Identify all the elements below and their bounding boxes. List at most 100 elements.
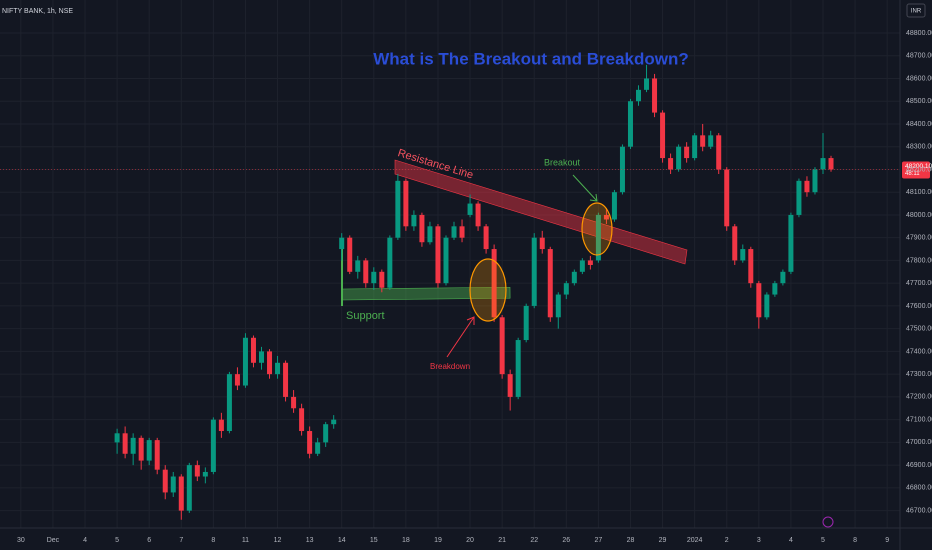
x-tick-label: 14 — [338, 537, 346, 544]
candle-body — [267, 351, 273, 375]
candle-body — [226, 374, 232, 432]
last-price-label: 48200.10 — [905, 163, 932, 170]
candle-body — [154, 440, 160, 470]
last-price-tag — [902, 161, 930, 179]
candle-body — [122, 433, 128, 454]
y-tick-label: 47500.00 — [906, 326, 932, 333]
candle-body — [299, 408, 305, 432]
x-tick-label: 6 — [147, 537, 151, 544]
x-tick-label: 4 — [83, 537, 87, 544]
x-tick-label: 2 — [725, 537, 729, 544]
currency-label[interactable]: INR — [911, 9, 922, 15]
candle-body — [740, 249, 746, 261]
candle-body — [411, 214, 417, 227]
candle-body — [563, 283, 569, 295]
y-tick-label: 48800.00 — [906, 30, 932, 37]
x-tick-label: 12 — [274, 537, 282, 544]
x-tick-label: 8 — [853, 537, 857, 544]
candle-body — [804, 180, 810, 193]
candle-body — [218, 419, 224, 432]
candle-body — [780, 271, 786, 284]
x-tick-label: 22 — [530, 537, 538, 544]
breakout-label: Breakout — [544, 157, 581, 167]
candle-body — [700, 135, 706, 147]
breakdown-label: Breakdown — [430, 362, 470, 371]
y-tick-label: 48400.00 — [906, 121, 932, 128]
candle-body — [291, 396, 297, 409]
y-tick-label: 47300.00 — [906, 371, 932, 378]
x-tick-label: 29 — [659, 537, 667, 544]
event-marker[interactable] — [822, 516, 834, 528]
x-tick-label: 20 — [466, 537, 474, 544]
y-tick-label: 48000.00 — [906, 212, 932, 219]
candle-body — [772, 283, 778, 295]
candle-body — [459, 226, 465, 238]
candle-body — [146, 440, 152, 461]
candle-body — [339, 237, 345, 250]
candle-body — [379, 271, 385, 288]
x-tick-label: 27 — [594, 537, 602, 544]
candle-body — [178, 476, 184, 511]
candle-body — [603, 214, 609, 220]
candle-body — [258, 351, 264, 363]
x-tick-label: 5 — [115, 537, 119, 544]
candle-body — [668, 158, 674, 170]
x-tick-label: 28 — [627, 537, 635, 544]
candle-body — [547, 249, 553, 318]
candle-body — [347, 237, 353, 272]
y-tick-label: 47900.00 — [906, 235, 932, 242]
candle-body — [419, 214, 425, 243]
currency-box[interactable] — [906, 3, 926, 18]
candle-body — [660, 112, 666, 159]
x-tick-label: 11 — [242, 537, 249, 544]
candle-body — [627, 101, 633, 147]
breakout-arrow — [572, 174, 598, 202]
candle-body — [307, 431, 313, 454]
x-tick-label: 13 — [306, 537, 314, 544]
countdown-label: 48:11 — [905, 171, 920, 177]
candle-body — [194, 465, 200, 477]
candle-body — [371, 271, 377, 284]
candle-body — [676, 146, 682, 170]
y-tick-label: 47400.00 — [906, 348, 932, 355]
candle-body — [331, 419, 337, 425]
x-tick-label: 26 — [562, 537, 570, 544]
x-tick-label: 7 — [179, 537, 183, 544]
candle-body — [788, 214, 794, 272]
candle-body — [619, 146, 625, 193]
x-tick-label: 15 — [370, 537, 378, 544]
candle-body — [323, 424, 329, 443]
candle-body — [355, 260, 361, 272]
x-tick-label: 5 — [821, 537, 825, 544]
resistance-band — [394, 159, 688, 265]
candle-body — [579, 260, 585, 272]
x-tick-label: 8 — [211, 537, 215, 544]
y-tick-label: 47000.00 — [906, 439, 932, 446]
x-tick-label: 21 — [498, 537, 506, 544]
candle-body — [555, 294, 561, 318]
candle-body — [403, 180, 409, 227]
y-tick-label: 46900.00 — [906, 462, 932, 469]
candle-body — [499, 317, 505, 375]
candle-body — [692, 135, 698, 159]
candle-body — [210, 419, 216, 472]
candle-body — [242, 337, 248, 386]
candle-body — [756, 283, 762, 318]
y-tick-label: 46700.00 — [906, 507, 932, 514]
candle-body — [507, 374, 513, 397]
candle-body — [708, 135, 714, 147]
y-tick-label: 47800.00 — [906, 257, 932, 264]
candle-body — [483, 226, 489, 250]
candle-body — [387, 237, 393, 288]
candle-body — [595, 214, 601, 261]
candles — [114, 64, 834, 520]
x-tick-label: 4 — [789, 537, 793, 544]
candle-body — [186, 465, 192, 511]
candle-body — [202, 471, 208, 477]
candle-body — [491, 249, 497, 318]
candle-body — [475, 203, 481, 227]
support-label: Support — [346, 310, 385, 322]
y-tick-label: 48100.00 — [906, 189, 932, 196]
candle-body — [515, 340, 521, 397]
